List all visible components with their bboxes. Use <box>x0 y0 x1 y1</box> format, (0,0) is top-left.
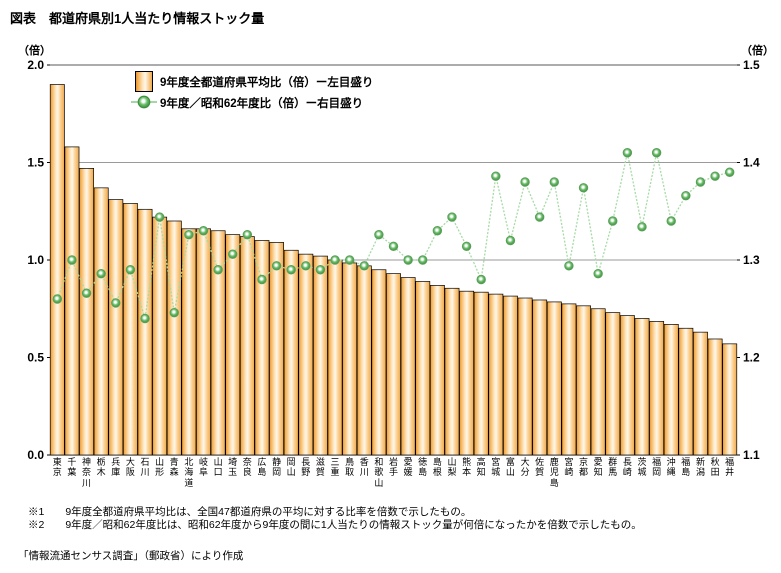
svg-text:0.5: 0.5 <box>27 351 44 365</box>
svg-text:2.0: 2.0 <box>27 58 44 72</box>
svg-text:1.1: 1.1 <box>743 448 760 462</box>
svg-text:1.4: 1.4 <box>743 156 760 170</box>
svg-text:1.2: 1.2 <box>743 351 760 365</box>
svg-text:1.5: 1.5 <box>27 156 44 170</box>
svg-text:1.0: 1.0 <box>27 253 44 267</box>
svg-text:1.3: 1.3 <box>743 253 760 267</box>
svg-text:1.5: 1.5 <box>743 58 760 72</box>
svg-text:0.0: 0.0 <box>27 448 44 462</box>
